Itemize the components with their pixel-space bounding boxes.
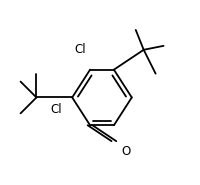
Text: Cl: Cl bbox=[74, 43, 86, 56]
Text: O: O bbox=[122, 145, 131, 158]
Text: Cl: Cl bbox=[50, 103, 62, 116]
